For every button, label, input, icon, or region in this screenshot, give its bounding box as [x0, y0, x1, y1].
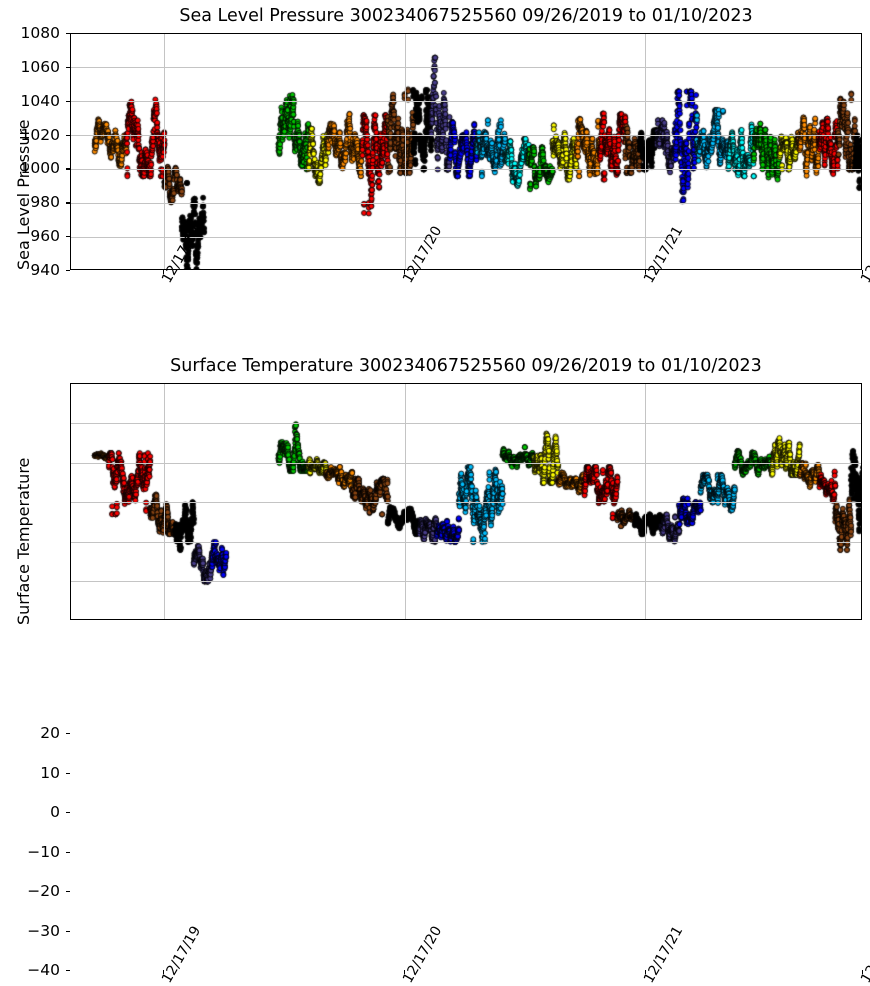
y-axis-tick-label: 10	[40, 763, 60, 782]
gridline-vertical	[404, 34, 406, 269]
x-axis-tick-label: 12/17/19	[159, 923, 205, 986]
gridline-vertical	[163, 384, 165, 619]
y-axis-tick-label: 1020	[20, 125, 60, 144]
y-axis-label-surface-temperature: Surface Temperature	[14, 457, 33, 625]
gridline-horizontal	[71, 101, 861, 103]
panel-surface-temperature: Surface Temperature 300234067525560 09/2…	[0, 350, 870, 986]
y-axis-tick-mark	[66, 851, 70, 853]
x-axis-tick-mark	[644, 270, 647, 274]
gridline-horizontal	[71, 67, 861, 69]
panel-sea-level-pressure: Sea Level Pressure 300234067525560 09/26…	[0, 0, 870, 350]
chart-title-sea-level-pressure: Sea Level Pressure 300234067525560 09/26…	[179, 6, 753, 26]
y-axis-tick-label: 980	[30, 193, 60, 212]
y-axis-tick-label: 940	[30, 261, 60, 279]
gridline-horizontal	[71, 423, 861, 424]
y-axis-tick-label: −40	[27, 961, 60, 979]
y-axis-tick-mark	[66, 270, 70, 272]
y-axis-tick-label: 1080	[20, 24, 60, 42]
plot-area-sea-level-pressure	[70, 33, 862, 270]
gridline-horizontal	[71, 541, 861, 543]
gridline-vertical	[163, 34, 165, 269]
gridline-horizontal	[71, 168, 861, 170]
gridline-horizontal	[71, 462, 861, 464]
gridline-horizontal	[71, 202, 861, 204]
x-axis-tick-mark	[862, 270, 864, 274]
gridline-horizontal	[71, 502, 861, 503]
y-axis-tick-label: −30	[27, 921, 60, 940]
y-axis-tick-label: 20	[40, 724, 60, 742]
y-axis-tick-mark	[66, 33, 70, 35]
x-axis-tick-mark	[163, 270, 165, 274]
y-axis-tick-mark	[66, 100, 70, 102]
gridline-vertical	[404, 384, 406, 619]
plot-area-surface-temperature	[70, 383, 862, 620]
y-axis-tick-mark	[66, 733, 70, 735]
y-axis-tick-label: 1060	[20, 57, 60, 76]
y-axis-tick-mark	[66, 772, 70, 774]
x-axis-tick-label: 12/17/20	[400, 923, 446, 986]
x-axis-tick-label: 12/17/21	[640, 923, 687, 986]
y-axis-tick-mark	[66, 134, 70, 136]
gridline-horizontal	[71, 581, 861, 582]
y-axis-tick-mark	[66, 891, 70, 893]
y-axis-tick-mark	[66, 812, 70, 814]
x-axis-tick-label: 12/17/22	[858, 923, 870, 986]
gridline-horizontal	[71, 135, 861, 137]
y-axis-tick-label: 0	[50, 803, 60, 821]
y-axis-tick-mark	[66, 168, 70, 170]
y-axis-tick-label: 960	[30, 227, 60, 246]
chart-title-surface-temperature: Surface Temperature 300234067525560 09/2…	[170, 356, 762, 376]
gridline-vertical	[645, 34, 647, 269]
y-axis-tick-label: 1040	[20, 91, 60, 110]
y-axis-tick-label: −20	[27, 882, 60, 900]
y-axis-tick-mark	[66, 66, 70, 69]
data-series-sea-level-pressure	[71, 34, 861, 269]
x-axis-tick-mark	[404, 270, 406, 274]
y-axis-tick-label: −10	[27, 842, 60, 861]
gridline-horizontal	[71, 236, 861, 238]
y-axis-tick-mark	[66, 930, 70, 932]
y-axis-tick-label: 1000	[20, 159, 60, 178]
y-axis-tick-mark	[66, 202, 70, 204]
y-axis-tick-mark	[66, 970, 70, 972]
gridline-vertical	[645, 384, 647, 619]
y-axis-tick-mark	[66, 236, 70, 238]
